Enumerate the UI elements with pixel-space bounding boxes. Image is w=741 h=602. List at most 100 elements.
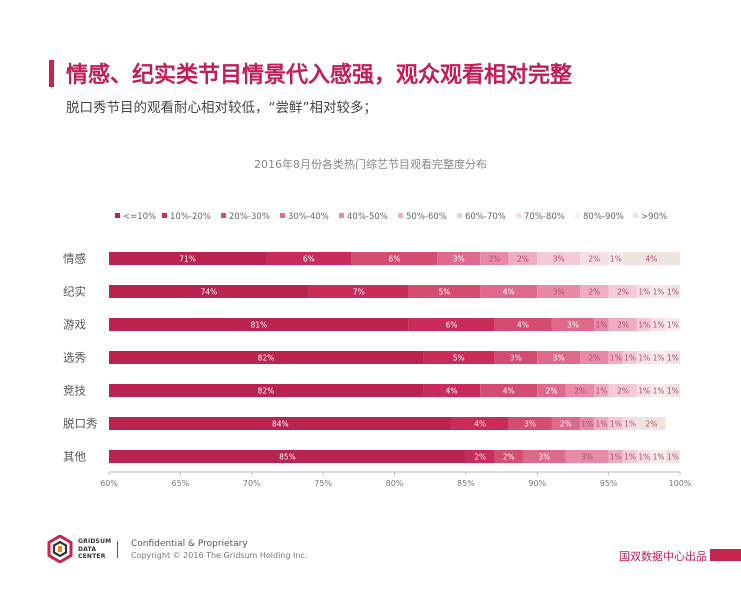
bar-segment xyxy=(651,285,666,298)
data-label: 5% xyxy=(439,288,451,297)
data-label: 1% xyxy=(667,321,679,330)
legend-swatch xyxy=(339,213,344,218)
data-label: 3% xyxy=(510,354,522,363)
bar-segment xyxy=(537,351,581,364)
bar-segment xyxy=(480,252,509,265)
bar-segment xyxy=(537,285,581,298)
data-label: 1% xyxy=(596,387,608,396)
data-label: 2% xyxy=(617,288,629,297)
legend-swatch xyxy=(115,213,120,218)
data-label: 82% xyxy=(258,354,275,363)
bar-segment xyxy=(637,384,652,397)
data-label: 4% xyxy=(503,288,515,297)
bar-segment xyxy=(109,318,409,331)
bar-segment xyxy=(637,285,652,298)
bar-segment xyxy=(580,252,609,265)
bar-segment xyxy=(651,318,666,331)
data-label: 1% xyxy=(638,321,650,330)
x-tick-label: 100% xyxy=(669,479,692,488)
data-label: 2% xyxy=(560,420,572,429)
data-label: 6% xyxy=(446,321,458,330)
confidential-text: Confidential & Proprietary xyxy=(131,539,248,549)
bar-segment xyxy=(608,351,623,364)
bar-segment xyxy=(637,318,652,331)
legend-label: 50%-60% xyxy=(406,212,447,222)
data-label: 2% xyxy=(617,387,629,396)
bar-segment xyxy=(651,351,666,364)
bar-segment xyxy=(451,417,509,430)
footer-brand: 国双数据中心出品 xyxy=(619,550,707,563)
legend-label: 60%-70% xyxy=(465,212,506,222)
bar-segment xyxy=(608,450,623,463)
category-label: 竞技 xyxy=(63,384,86,398)
bar-segment xyxy=(665,450,680,463)
data-label: 1% xyxy=(667,354,679,363)
data-label: 85% xyxy=(279,453,296,462)
data-label: 1% xyxy=(624,420,636,429)
data-label: 2% xyxy=(517,255,529,264)
category-label: 选秀 xyxy=(63,351,86,365)
copyright-text: Copyright © 2016 The Gridsum Holding Inc… xyxy=(131,551,308,560)
bar-segment xyxy=(594,318,609,331)
x-tick-label: 80% xyxy=(386,479,404,488)
bar-segment xyxy=(480,285,538,298)
data-label: 5% xyxy=(453,354,465,363)
bar-segment xyxy=(622,417,638,430)
data-label: 1% xyxy=(581,420,593,429)
data-label: 2% xyxy=(617,321,629,330)
data-label: 6% xyxy=(389,255,401,264)
logo-wordmark: GRIDSUM DATA CENTER xyxy=(78,538,111,561)
data-label: 1% xyxy=(596,321,608,330)
bar-segment xyxy=(308,285,409,298)
bar-segment xyxy=(266,252,352,265)
data-label: 1% xyxy=(653,321,665,330)
data-label: 3% xyxy=(567,321,579,330)
legend-swatch xyxy=(398,213,403,218)
bar-segment xyxy=(109,417,452,430)
bar-segment xyxy=(522,450,566,463)
legend-label: 20%-30% xyxy=(229,212,270,222)
logo-line: DATA xyxy=(78,545,97,553)
bar-segment xyxy=(565,450,609,463)
bar-segment xyxy=(637,450,652,463)
data-label: 2% xyxy=(488,255,500,264)
data-label: 1% xyxy=(653,453,665,462)
data-label: 1% xyxy=(624,453,636,462)
legend-swatch xyxy=(516,213,521,218)
bar-segment xyxy=(622,351,638,364)
data-label: 4% xyxy=(517,321,529,330)
bar-segment xyxy=(651,384,666,397)
data-label: 2% xyxy=(503,453,515,462)
data-label: 1% xyxy=(667,387,679,396)
data-label: 2% xyxy=(645,420,657,429)
bar-segment xyxy=(608,417,623,430)
bar-segment xyxy=(408,285,481,298)
page-title: 情感、纪实类节目情景代入感强，观众观看相对完整 xyxy=(66,63,573,88)
bar-segment xyxy=(622,450,638,463)
data-label: 74% xyxy=(201,288,218,297)
legend-swatch xyxy=(221,213,226,218)
data-label: 1% xyxy=(624,354,636,363)
legend-swatch xyxy=(162,213,167,218)
data-label: 3% xyxy=(453,255,465,264)
data-label: 71% xyxy=(179,255,196,264)
bar-segment xyxy=(423,351,495,364)
data-label: 4% xyxy=(503,387,515,396)
data-label: 1% xyxy=(653,288,665,297)
bar-segment xyxy=(537,252,581,265)
data-label: 1% xyxy=(610,420,622,429)
data-label: 3% xyxy=(553,288,565,297)
category-label: 情感 xyxy=(63,252,86,266)
legend-label: >90% xyxy=(641,212,667,222)
data-label: 1% xyxy=(610,453,622,462)
bar-segment xyxy=(651,450,666,463)
data-label: 1% xyxy=(667,288,679,297)
data-label: 4% xyxy=(474,420,486,429)
data-label: 1% xyxy=(638,288,650,297)
bar-segment xyxy=(437,252,481,265)
legend-swatch xyxy=(633,213,638,218)
bar-segment xyxy=(594,417,609,430)
data-label: 2% xyxy=(588,354,600,363)
bar-segment xyxy=(665,384,680,397)
category-label: 游戏 xyxy=(63,318,86,332)
